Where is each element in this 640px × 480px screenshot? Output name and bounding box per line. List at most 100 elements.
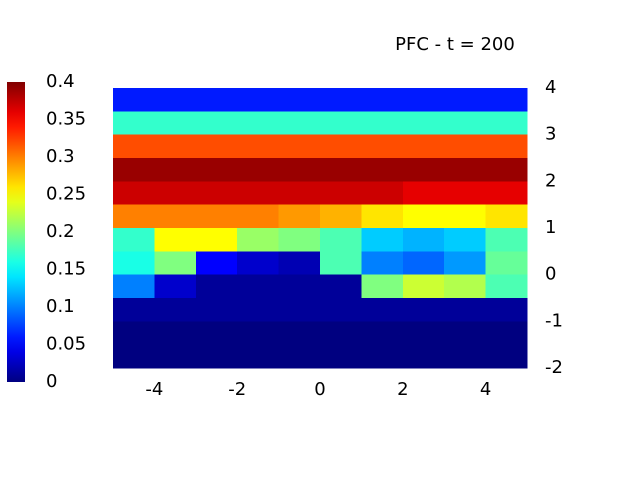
colorbar-tick-label: 0.1 bbox=[46, 296, 75, 317]
heatmap-cell bbox=[485, 111, 528, 136]
heatmap-cell bbox=[320, 181, 362, 206]
y-tick-label: -1 bbox=[545, 310, 563, 331]
heatmap-cell bbox=[278, 274, 321, 299]
heatmap-cell bbox=[154, 228, 197, 252]
heatmap-cell bbox=[237, 298, 280, 322]
heatmap-cell bbox=[195, 251, 238, 276]
colorbar-tick-label: 0.35 bbox=[46, 109, 86, 130]
heatmap-cell bbox=[113, 88, 155, 112]
heatmap-cell bbox=[361, 298, 404, 322]
heatmap-cell bbox=[237, 344, 280, 369]
colorbar-tick-label: 0.05 bbox=[46, 334, 86, 355]
colorbar-tick-label: 0.4 bbox=[46, 71, 75, 92]
heatmap-cell bbox=[444, 274, 487, 299]
x-tick-label: -2 bbox=[228, 379, 246, 400]
heatmap-cell bbox=[237, 181, 280, 206]
heatmap-cell bbox=[485, 88, 528, 112]
colorbar bbox=[7, 82, 25, 382]
colorbar-tick-label: 0 bbox=[46, 371, 57, 392]
heatmap-cell bbox=[278, 204, 321, 229]
x-tick-label: 0 bbox=[314, 379, 325, 400]
heatmap-cell bbox=[320, 158, 362, 182]
heatmap-cell bbox=[444, 88, 487, 112]
heatmap-cell bbox=[361, 88, 404, 112]
heatmap-cell bbox=[113, 228, 155, 252]
heatmap-cell bbox=[361, 204, 404, 229]
heatmap-cell bbox=[237, 228, 280, 252]
heatmap-cell bbox=[444, 204, 487, 229]
heatmap-cell bbox=[361, 134, 404, 159]
y-tick-label: 3 bbox=[545, 124, 556, 145]
heatmap-cell bbox=[320, 274, 362, 299]
heatmap-cell bbox=[113, 274, 155, 299]
heatmap-cell bbox=[361, 344, 404, 369]
heatmap-cell bbox=[195, 274, 238, 299]
heatmap-cell bbox=[485, 204, 528, 229]
heatmap-cell bbox=[237, 204, 280, 229]
heatmap-cell bbox=[154, 134, 197, 159]
heatmap-cell bbox=[402, 181, 445, 206]
heatmap-cell bbox=[113, 181, 155, 206]
heatmap-cell bbox=[195, 181, 238, 206]
heatmap-cell bbox=[320, 228, 362, 252]
colorbar-tick-label: 0.15 bbox=[46, 259, 86, 280]
heatmap-cell bbox=[444, 158, 487, 182]
heatmap-cell bbox=[361, 251, 404, 276]
y-tick-label: -2 bbox=[545, 357, 563, 378]
heatmap-cell bbox=[485, 321, 528, 346]
heatmap-cell bbox=[444, 111, 487, 136]
heatmap-cell bbox=[320, 344, 362, 369]
heatmap-cell bbox=[320, 111, 362, 136]
heatmap-cell bbox=[195, 228, 238, 252]
heatmap-cell bbox=[237, 111, 280, 136]
y-tick-label: 0 bbox=[545, 264, 556, 285]
heatmap-cell bbox=[195, 321, 238, 346]
heatmap-cell bbox=[485, 181, 528, 206]
y-tick-label: 4 bbox=[545, 77, 556, 98]
heatmap-cell bbox=[320, 298, 362, 322]
heatmap-cell bbox=[402, 228, 445, 252]
heatmap-cell bbox=[195, 88, 238, 112]
colorbar-tick-label: 0.25 bbox=[46, 184, 86, 205]
x-tick-label: 4 bbox=[480, 379, 491, 400]
heatmap-cell bbox=[361, 274, 404, 299]
heatmap-cell bbox=[154, 111, 197, 136]
heatmap-cell bbox=[195, 298, 238, 322]
heatmap-cell bbox=[237, 274, 280, 299]
heatmap-cell bbox=[485, 228, 528, 252]
heatmap-cell bbox=[237, 134, 280, 159]
x-tick-label: -4 bbox=[145, 379, 163, 400]
heatmap-cell bbox=[195, 344, 238, 369]
heatmap-cell bbox=[113, 251, 155, 276]
y-tick-label: 2 bbox=[545, 170, 556, 191]
heatmap-cell bbox=[444, 181, 487, 206]
heatmap-cell bbox=[278, 228, 321, 252]
heatmap-cell bbox=[485, 134, 528, 159]
heatmap-cell bbox=[444, 134, 487, 159]
heatmap-cell bbox=[195, 134, 238, 159]
heatmap-cell bbox=[113, 204, 155, 229]
heatmap-cell bbox=[278, 298, 321, 322]
heatmap-cell bbox=[361, 321, 404, 346]
heatmap-cell bbox=[485, 158, 528, 182]
heatmap-cell bbox=[485, 344, 528, 369]
heatmap-cell bbox=[113, 298, 155, 322]
heatmap-cell bbox=[113, 321, 155, 346]
heatmap-cell bbox=[278, 134, 321, 159]
colorbar-tick-label: 0.3 bbox=[46, 146, 75, 167]
heatmap bbox=[113, 88, 528, 369]
heatmap-cell bbox=[402, 251, 445, 276]
heatmap-cell bbox=[113, 344, 155, 369]
heatmap-cell bbox=[320, 204, 362, 229]
heatmap-cell bbox=[154, 204, 197, 229]
heatmap-cell bbox=[444, 228, 487, 252]
heatmap-cell bbox=[237, 321, 280, 346]
heatmap-cell bbox=[320, 134, 362, 159]
heatmap-cell bbox=[444, 344, 487, 369]
heatmap-cell bbox=[402, 134, 445, 159]
heatmap-cell bbox=[402, 274, 445, 299]
heatmap-cell bbox=[444, 321, 487, 346]
heatmap-cell bbox=[485, 298, 528, 322]
heatmap-cell bbox=[402, 88, 445, 112]
heatmap-cell bbox=[154, 251, 197, 276]
